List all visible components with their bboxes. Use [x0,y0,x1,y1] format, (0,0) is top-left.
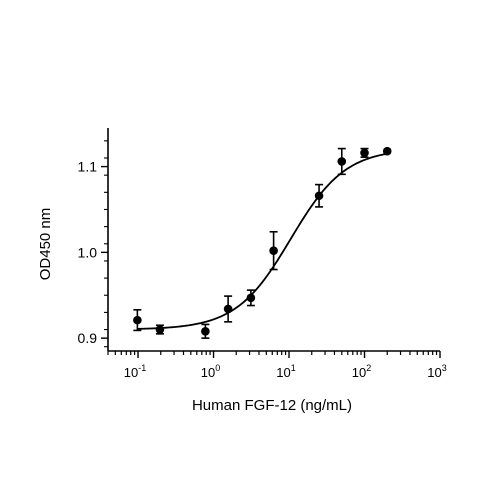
x-axis-label: Human FGF-12 (ng/mL) [192,397,352,414]
fit-curve [137,152,388,330]
axes: 10-1 100 101 102 103 0.9 1.0 1.1 [78,128,447,380]
data-point [201,326,210,336]
y-tick-label: 0.9 [78,330,98,346]
x-tick-label: 10-1 [124,363,146,380]
y-tick-label: 1.1 [78,159,98,175]
data-point [133,315,142,325]
data-point [246,293,256,303]
data-point [269,246,278,255]
data-point [337,157,347,166]
x-tick-label: 100 [201,363,220,380]
data-point [314,191,324,201]
x-tick-label: 102 [352,363,371,380]
fit-curve-layer [137,152,388,330]
y-axis-label: OD450 nm [37,208,54,281]
x-tick-label: 103 [427,363,446,380]
data-point [155,325,165,334]
x-tick-label: 101 [276,363,295,380]
y-tick-label: 1.0 [78,244,98,260]
data-point [382,146,392,156]
data-point [360,148,369,158]
data-point [223,304,233,314]
data-points-layer [133,146,392,339]
